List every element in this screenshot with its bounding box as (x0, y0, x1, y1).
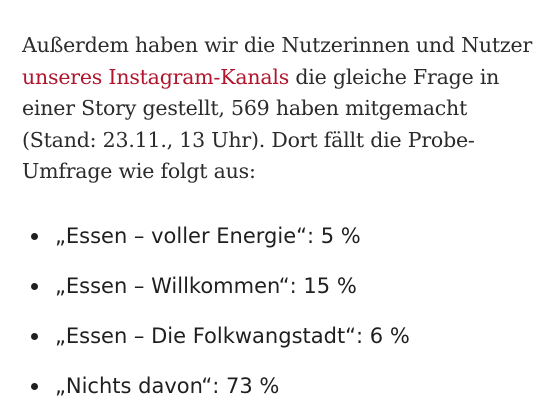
article-body: Außerdem haben wir die Nutzerinnen und N… (22, 30, 542, 188)
poll-result-text: „Essen – Die Folkwangstadt“: 6 % (55, 324, 410, 348)
list-item: „Nichts davon“: 73 % (22, 361, 542, 411)
list-item: „Essen – Willkommen“: 15 % (22, 261, 542, 311)
list-item: „Essen – Die Folkwangstadt“: 6 % (22, 311, 542, 361)
paragraph-text-start: Außerdem haben wir die Nutzerinnen und N… (22, 33, 533, 57)
instagram-channel-link[interactable]: unseres Instagram-Kanals (22, 64, 290, 89)
intro-paragraph: Außerdem haben wir die Nutzerinnen und N… (22, 30, 542, 188)
poll-result-text: „Essen – voller Energie“: 5 % (55, 224, 361, 248)
poll-result-text: „Essen – Willkommen“: 15 % (55, 274, 357, 298)
poll-result-text: „Nichts davon“: 73 % (55, 374, 280, 398)
bullet-icon (31, 282, 38, 290)
paragraph-text-end: die gleiche Frage in einer Story gestell… (22, 64, 500, 184)
bullet-icon (31, 332, 38, 340)
bullet-icon (31, 232, 38, 240)
list-item: „Essen – voller Energie“: 5 % (22, 211, 542, 261)
poll-results-list: „Essen – voller Energie“: 5 % „Essen – W… (22, 211, 542, 411)
bullet-icon (31, 382, 38, 390)
